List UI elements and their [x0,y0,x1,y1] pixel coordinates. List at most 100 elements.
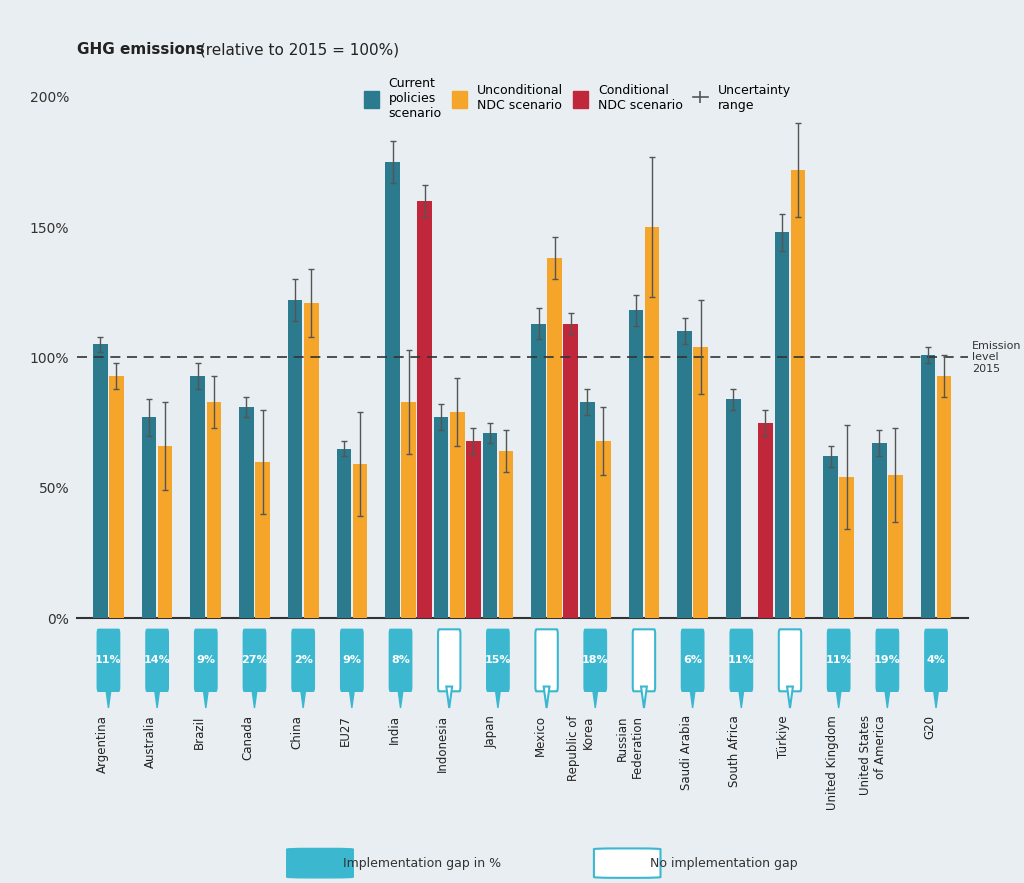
Bar [645,227,659,618]
Polygon shape [495,687,501,708]
Text: United Kingdom: United Kingdom [825,715,839,810]
Polygon shape [836,687,842,708]
Bar [547,259,562,618]
Legend: Current
policies
scenario, Unconditional
NDC scenario, Conditional
NDC scenario,: Current policies scenario, Unconditional… [364,77,791,120]
Bar [499,451,513,618]
Bar [93,344,108,618]
Text: Indonesia: Indonesia [436,715,450,772]
Polygon shape [446,687,453,708]
Text: Saudi Arabia: Saudi Arabia [680,715,692,790]
Polygon shape [690,687,695,708]
FancyBboxPatch shape [97,630,120,691]
Bar [563,323,578,618]
Text: Canada: Canada [242,715,255,760]
Bar [240,407,254,618]
FancyBboxPatch shape [389,630,412,691]
FancyBboxPatch shape [925,630,947,691]
Text: No implementation gap: No implementation gap [650,857,798,870]
Bar [466,441,480,618]
Polygon shape [300,687,306,708]
Bar [758,423,773,618]
Bar [158,446,172,618]
FancyBboxPatch shape [146,630,168,691]
Bar [352,464,368,618]
Bar [450,412,465,618]
FancyBboxPatch shape [292,630,314,691]
Text: 11%: 11% [825,655,852,665]
Bar [434,418,449,618]
FancyBboxPatch shape [594,849,660,878]
Bar [418,201,432,618]
Text: India: India [387,715,400,744]
FancyBboxPatch shape [486,630,509,691]
Bar [888,475,903,618]
FancyBboxPatch shape [195,630,217,691]
Text: 9%: 9% [197,655,215,665]
FancyBboxPatch shape [877,630,898,691]
Text: Mexico: Mexico [534,715,547,756]
Text: China: China [290,715,303,749]
Text: GHG emissions: GHG emissions [77,42,205,57]
Bar [482,433,498,618]
Bar [207,402,221,618]
Text: Emission
level
2015: Emission level 2015 [972,341,1022,374]
FancyBboxPatch shape [287,849,353,878]
Bar [190,375,205,618]
Polygon shape [252,687,257,708]
Polygon shape [155,687,160,708]
Text: United States
of America: United States of America [859,715,888,796]
FancyBboxPatch shape [584,630,606,691]
Polygon shape [544,687,550,708]
Text: 18%: 18% [582,655,608,665]
Text: 19%: 19% [873,655,901,665]
Bar [775,232,790,618]
FancyBboxPatch shape [244,630,265,691]
Text: Russian
Federation: Russian Federation [616,715,644,778]
Text: 15%: 15% [484,655,511,665]
Bar [693,347,708,618]
Bar [872,443,887,618]
Text: 9%: 9% [342,655,361,665]
FancyBboxPatch shape [730,630,753,691]
Bar [531,323,546,618]
Text: Japan: Japan [485,715,498,748]
Text: Australia: Australia [144,715,157,767]
Text: 11%: 11% [728,655,755,665]
Text: EU27: EU27 [339,715,352,746]
FancyBboxPatch shape [681,630,703,691]
Text: 8%: 8% [391,655,410,665]
Bar [823,457,838,618]
Bar [726,399,740,618]
Text: 11%: 11% [95,655,122,665]
Bar [337,449,351,618]
Polygon shape [592,687,598,708]
Polygon shape [933,687,939,708]
Bar [596,441,610,618]
FancyBboxPatch shape [438,630,461,691]
Text: G20: G20 [923,715,936,739]
Text: (relative to 2015 = 100%): (relative to 2015 = 100%) [195,42,398,57]
Polygon shape [885,687,890,708]
Text: South Africa: South Africa [728,715,741,787]
FancyBboxPatch shape [779,630,801,691]
FancyBboxPatch shape [827,630,850,691]
Polygon shape [105,687,112,708]
Bar [288,300,302,618]
Text: 6%: 6% [683,655,702,665]
Bar [791,170,805,618]
Bar [385,162,399,618]
FancyBboxPatch shape [536,630,558,691]
Bar [255,462,270,618]
Bar [580,402,595,618]
FancyBboxPatch shape [633,630,655,691]
Bar [677,331,692,618]
Text: Argentina: Argentina [95,715,109,773]
Bar [401,402,416,618]
Bar [629,311,643,618]
Polygon shape [349,687,354,708]
Bar [840,478,854,618]
Text: Türkiye: Türkiye [777,715,790,758]
Text: Brazil: Brazil [193,715,206,749]
Polygon shape [787,687,793,708]
Polygon shape [203,687,209,708]
